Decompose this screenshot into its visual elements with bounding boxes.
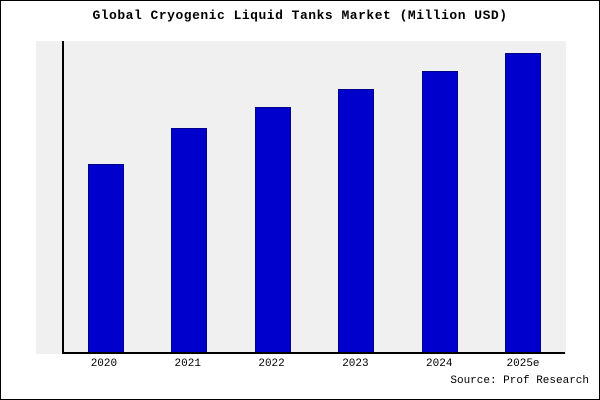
bar-2020 bbox=[87, 163, 124, 352]
bar-2022 bbox=[254, 106, 291, 352]
chart-title: Global Cryogenic Liquid Tanks Market (Mi… bbox=[92, 8, 508, 23]
source-credit: Source: Prof Research bbox=[450, 375, 589, 387]
x-tick-label-2023: 2023 bbox=[342, 358, 369, 370]
bar-2021 bbox=[171, 127, 208, 352]
bar-2023 bbox=[338, 88, 375, 352]
bar-2024 bbox=[421, 70, 458, 352]
bar-2025e bbox=[505, 52, 542, 352]
x-axis-labels: 2020 2021 2022 2023 2024 2025e bbox=[62, 358, 565, 370]
bars-container bbox=[62, 41, 565, 354]
x-tick-label-2022: 2022 bbox=[258, 358, 285, 370]
plot-area bbox=[36, 41, 566, 354]
x-tick-label-2024: 2024 bbox=[426, 358, 453, 370]
x-tick-label-2025e: 2025e bbox=[506, 358, 540, 370]
x-tick-label-2020: 2020 bbox=[90, 358, 118, 370]
x-tick-label-2021: 2021 bbox=[174, 358, 201, 370]
